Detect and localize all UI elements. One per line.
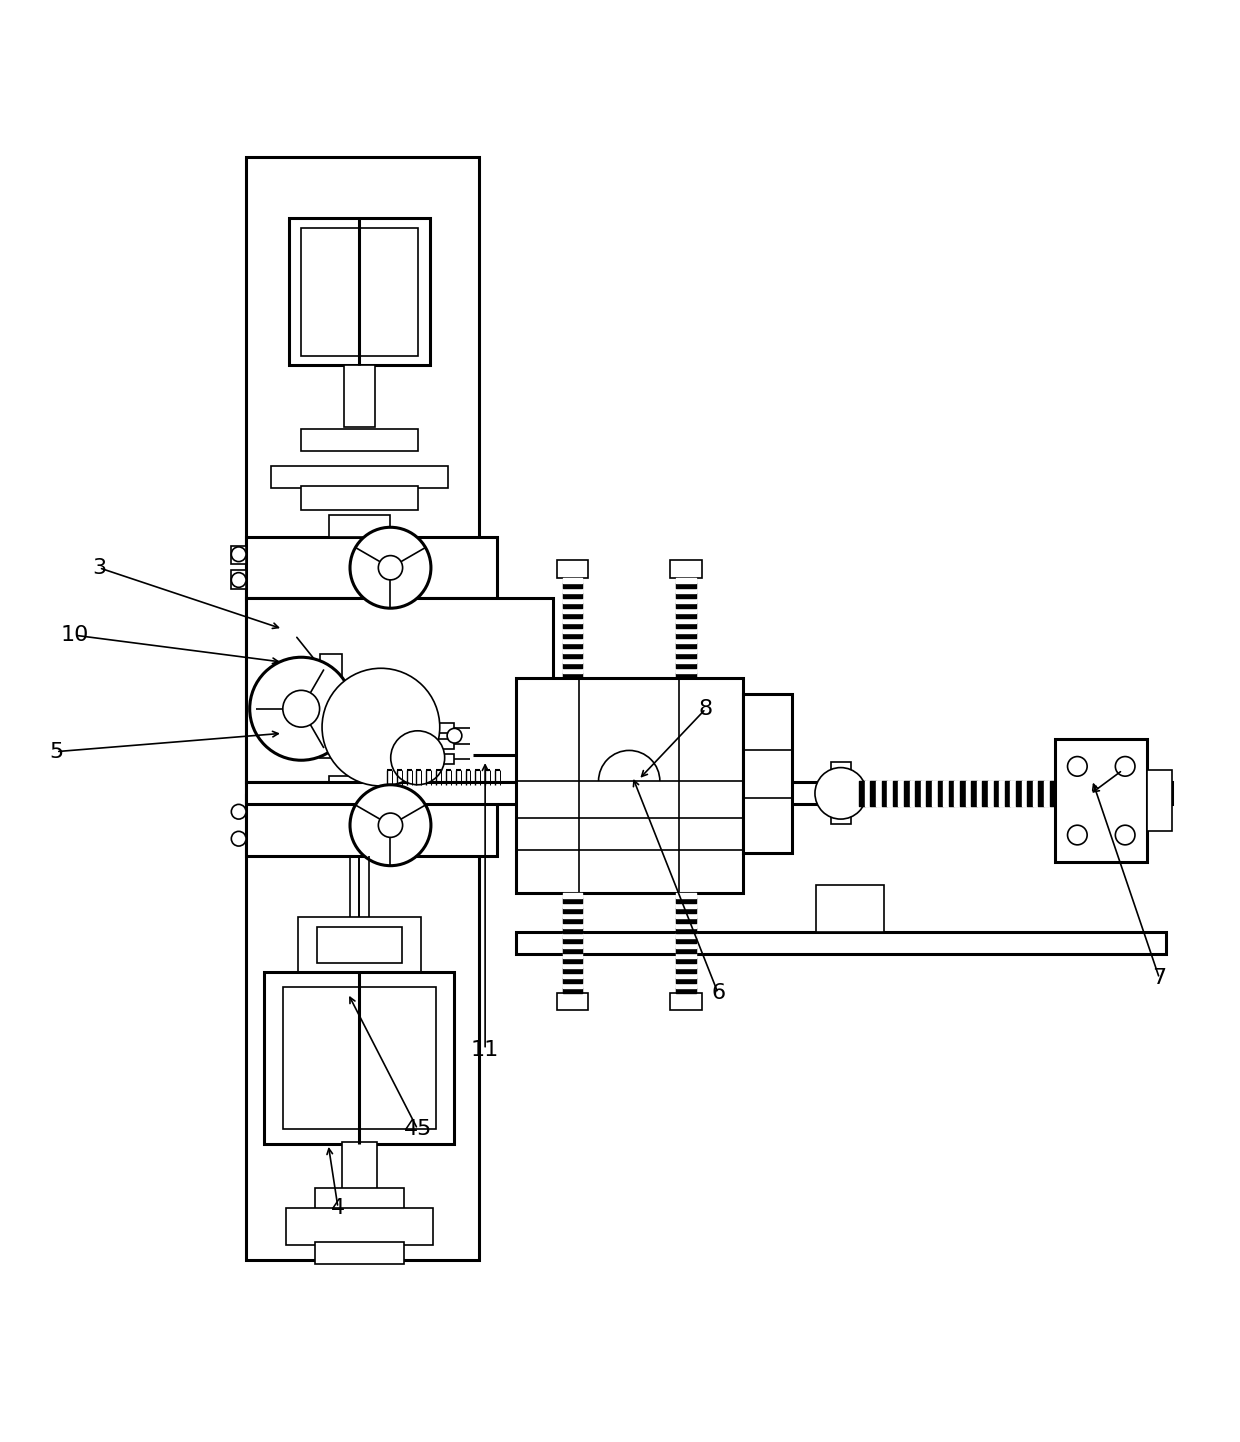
Bar <box>516 932 1166 955</box>
Bar <box>270 466 449 487</box>
Bar <box>816 885 884 932</box>
Bar <box>301 228 418 356</box>
Bar <box>557 994 589 1011</box>
Circle shape <box>448 728 461 743</box>
Bar <box>301 486 418 510</box>
Bar <box>286 1208 433 1244</box>
Circle shape <box>378 813 403 838</box>
Bar <box>298 917 420 972</box>
Circle shape <box>350 784 432 865</box>
Bar <box>329 515 391 536</box>
Circle shape <box>350 528 432 609</box>
Bar <box>557 561 589 578</box>
Text: 45: 45 <box>403 1119 432 1139</box>
Circle shape <box>322 668 440 786</box>
Bar <box>743 694 791 854</box>
Bar <box>1147 770 1172 832</box>
Bar <box>831 763 851 825</box>
Circle shape <box>391 731 445 784</box>
Bar <box>1055 740 1147 862</box>
Bar <box>246 157 479 1260</box>
Text: 4: 4 <box>331 1198 345 1217</box>
Bar <box>246 783 1172 805</box>
Circle shape <box>249 658 352 760</box>
Circle shape <box>283 691 320 727</box>
Text: 5: 5 <box>48 741 63 761</box>
Circle shape <box>378 555 403 580</box>
Bar <box>315 1242 403 1265</box>
Circle shape <box>1068 825 1087 845</box>
Bar <box>345 365 374 427</box>
Bar <box>320 653 342 758</box>
Bar <box>283 988 436 1129</box>
Bar <box>246 598 553 783</box>
Circle shape <box>1068 757 1087 776</box>
Bar <box>436 754 455 764</box>
Circle shape <box>815 767 867 819</box>
Bar <box>232 570 246 588</box>
Circle shape <box>232 832 246 846</box>
Bar <box>289 218 430 365</box>
Circle shape <box>232 547 246 561</box>
Bar <box>316 927 402 963</box>
Bar <box>246 795 497 857</box>
Bar <box>329 776 391 795</box>
Circle shape <box>232 572 246 587</box>
Bar <box>342 1142 377 1191</box>
Text: 7: 7 <box>1152 969 1167 988</box>
Bar <box>436 740 455 750</box>
Bar <box>670 994 702 1011</box>
Circle shape <box>1115 757 1135 776</box>
Text: 11: 11 <box>471 1040 500 1060</box>
Bar <box>232 545 246 564</box>
Bar <box>315 1188 403 1210</box>
Bar <box>670 561 702 578</box>
Text: 8: 8 <box>699 699 713 718</box>
Bar <box>516 678 743 893</box>
Circle shape <box>1115 825 1135 845</box>
Text: 6: 6 <box>711 983 725 1004</box>
Bar <box>301 430 418 451</box>
Bar <box>246 536 497 598</box>
Bar <box>264 972 455 1144</box>
Text: 10: 10 <box>61 626 88 645</box>
Text: 3: 3 <box>92 558 105 578</box>
Circle shape <box>232 805 246 819</box>
Bar <box>436 724 455 734</box>
